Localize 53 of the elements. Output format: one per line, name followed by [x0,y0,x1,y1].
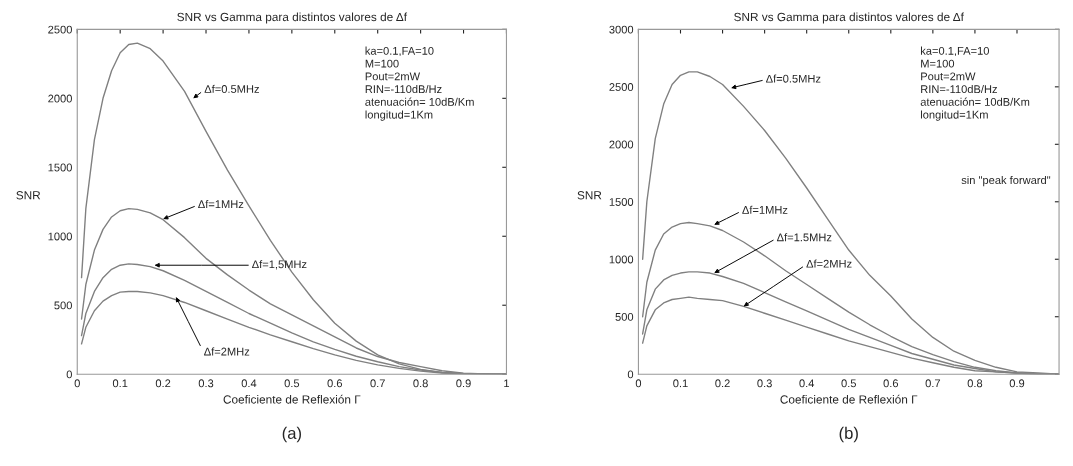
x-tick-label: 0 [635,379,642,388]
x-tick-label: 1 [504,379,509,388]
x-tick-label: 0.5 [841,379,856,388]
y-tick-label: 1000 [48,232,72,241]
y-tick-label: 2000 [609,140,634,149]
y-tick-label: 2500 [48,25,72,34]
y-tick-label: 0 [66,370,72,379]
annotation: Δf=1MHz [198,199,244,208]
text: (a) [282,426,302,443]
x-tick-label: 0.9 [1009,379,1025,388]
x-tick-label: 0.1 [112,379,128,388]
annotation: Δf=2MHz [806,259,852,268]
y-tick-label: 1000 [609,255,634,264]
x-tick-label: 0.8 [967,379,983,388]
y-tick-label: 2000 [48,94,72,103]
x-tick-label: 0.4 [799,379,815,388]
annotation: ka=0.1,FA=10 M=100 Pout=2mW RIN=-110dB/Hz atenuación= 10dB/Km longitud=1Km [365,46,474,121]
annotation: Δf=1MHz [742,205,788,214]
annotation: Δf=1.5MHz [776,233,832,242]
chart-title: SNR vs Gamma para distintos valores de Δf [177,12,408,24]
annotation: sin "peak forward" [961,175,1051,187]
x-tick-label: 0.8 [413,379,428,388]
x-tick-label: 0.2 [715,379,730,388]
x-axis-title: Coeficiente de Reflexión Γ [780,394,918,404]
annotation: Δf=0.5MHz [204,84,259,93]
annotation: Δf=2MHz [204,347,250,356]
annotation: Δf=1,5MHz [252,260,307,270]
text: (b) [839,426,858,443]
annotation: Δf=0.5MHz [766,74,821,83]
x-axis-title: Coeficiente de Reflexión Γ [223,394,361,404]
annotation: ka=0.1,FA=10 M=100 Pout=2mW RIN=-110dB/Hz atenuación= 10dB/Km longitud=1Km [920,46,1030,121]
x-tick-label: 0.3 [198,379,214,388]
y-tick-label: 500 [54,301,72,310]
x-tick-label: 0.5 [284,379,300,388]
x-tick-label: 0.3 [757,379,772,388]
y-axis-title: SNR [16,191,41,200]
y-axis-title: SNR [577,191,602,200]
y-tick-label: 500 [615,312,634,321]
x-tick-label: 0.1 [673,379,688,388]
chart-title: SNR vs Gamma para distintos valores de Δf [734,12,964,24]
x-tick-label: 0.2 [155,379,171,388]
y-tick-label: 1500 [48,163,72,172]
x-tick-label: 0 [74,379,80,388]
x-tick-label: 0.7 [370,379,385,388]
x-tick-label: 0.4 [241,379,257,388]
x-tick-label: 0.6 [883,379,899,388]
y-tick-label: 2500 [609,83,634,91]
y-tick-label: 0 [627,370,634,379]
y-tick-label: 3000 [609,25,634,34]
y-tick-label: 1500 [609,198,634,206]
x-tick-label: 0.9 [456,379,471,388]
x-tick-label: 0.6 [327,379,343,388]
x-tick-label: 0.7 [925,379,941,388]
